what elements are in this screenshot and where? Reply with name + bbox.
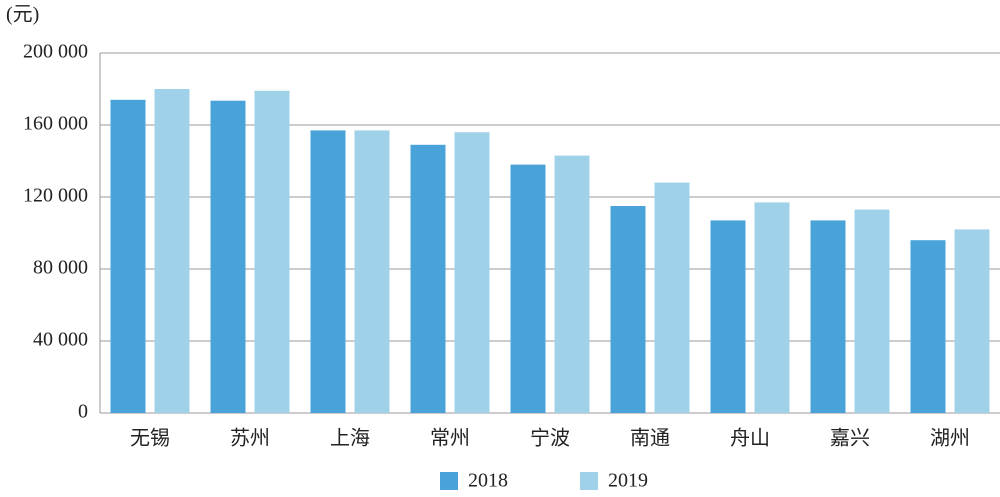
y-tick-label: 40 000 (33, 329, 88, 351)
y-tick-label: 160 000 (23, 113, 88, 135)
bar (554, 155, 590, 413)
legend-swatch (440, 472, 458, 490)
bar (154, 89, 190, 413)
bar (354, 130, 390, 413)
legend-swatch (580, 472, 598, 490)
y-tick-label: 200 000 (23, 41, 88, 63)
legend-label: 2019 (608, 470, 648, 492)
y-tick-label: 120 000 (23, 185, 88, 207)
x-tick-label: 苏州 (230, 427, 270, 450)
x-tick-label: 宁波 (530, 427, 570, 450)
bar (854, 209, 890, 413)
bar (210, 100, 246, 413)
y-tick-label: 0 (78, 401, 88, 423)
bar (954, 229, 990, 413)
bar (654, 182, 690, 413)
x-tick-label: 南通 (630, 427, 670, 450)
x-tick-label: 湖州 (930, 427, 970, 450)
bar (454, 132, 490, 413)
bar (254, 90, 290, 414)
bar (510, 164, 546, 413)
x-tick-label: 无锡 (130, 427, 170, 450)
bar (610, 206, 646, 413)
bar (910, 240, 946, 413)
y-tick-label: 80 000 (33, 257, 88, 279)
x-tick-label: 常州 (430, 427, 470, 450)
x-tick-label: 上海 (330, 427, 370, 450)
bar (110, 99, 146, 414)
bar (754, 202, 790, 413)
bar (310, 130, 346, 413)
x-tick-label: 舟山 (730, 427, 770, 450)
x-tick-label: 嘉兴 (830, 427, 870, 450)
legend-label: 2018 (468, 470, 508, 492)
bar (810, 220, 846, 413)
bar (410, 144, 446, 414)
bar (710, 220, 746, 413)
y-axis-label: (元) (6, 4, 39, 26)
